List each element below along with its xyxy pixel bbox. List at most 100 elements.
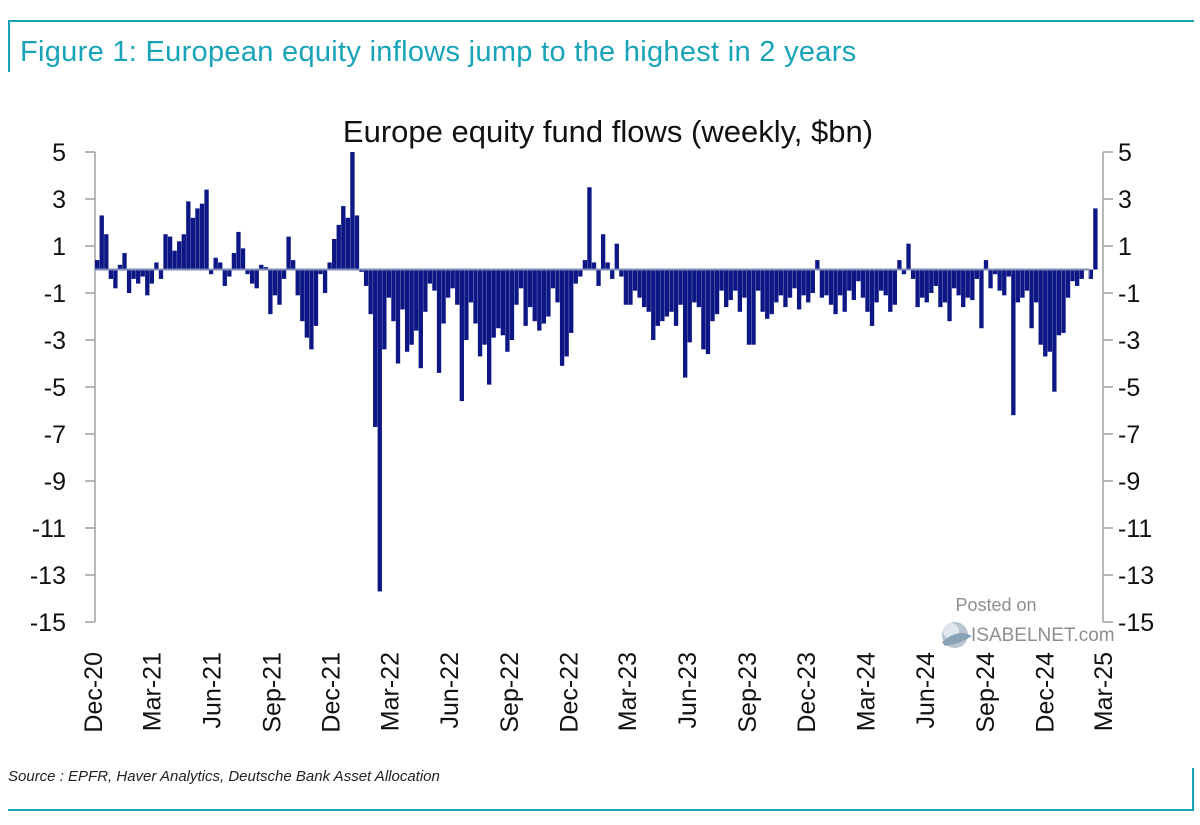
y-tick-label-left: -13 bbox=[30, 562, 66, 590]
bar bbox=[637, 269, 642, 298]
bar bbox=[683, 269, 688, 378]
bar bbox=[190, 217, 196, 270]
bar bbox=[578, 269, 583, 277]
bar bbox=[792, 269, 797, 289]
isabelnet-logo-icon bbox=[942, 622, 972, 648]
y-tick-label-left: -7 bbox=[44, 421, 66, 449]
bar bbox=[1020, 269, 1025, 298]
bar bbox=[774, 269, 779, 303]
bar bbox=[951, 269, 957, 289]
x-tick-label: Jun-24 bbox=[912, 652, 940, 729]
bar bbox=[710, 269, 715, 322]
bar bbox=[281, 269, 287, 279]
bar bbox=[765, 269, 770, 319]
y-tick-label-right: 3 bbox=[1118, 186, 1132, 214]
x-tick-label: Mar-21 bbox=[139, 652, 167, 731]
bar bbox=[464, 269, 469, 340]
x-tick-label: Jun-22 bbox=[436, 652, 464, 728]
bar bbox=[1079, 269, 1084, 279]
bar bbox=[860, 269, 866, 298]
bar bbox=[646, 269, 651, 312]
bar bbox=[395, 269, 401, 364]
bar bbox=[414, 269, 419, 331]
bar bbox=[573, 269, 578, 284]
bar bbox=[632, 269, 638, 291]
bar bbox=[436, 269, 442, 373]
bar bbox=[404, 269, 410, 352]
bar bbox=[1093, 208, 1098, 270]
bar bbox=[587, 187, 592, 270]
bar bbox=[906, 243, 911, 270]
bar bbox=[623, 269, 629, 305]
bar bbox=[760, 269, 765, 312]
y-tick-label-right: -13 bbox=[1118, 562, 1154, 590]
bar bbox=[810, 269, 815, 293]
bar bbox=[559, 269, 565, 366]
bar bbox=[1038, 269, 1043, 345]
bar bbox=[377, 269, 382, 592]
bar bbox=[610, 269, 615, 279]
bar bbox=[1011, 269, 1016, 416]
bar bbox=[701, 269, 706, 350]
frame-bottom-border bbox=[8, 809, 1194, 811]
bar bbox=[696, 269, 702, 308]
bar bbox=[518, 269, 524, 289]
bar bbox=[249, 269, 255, 284]
x-tick-label: Sep-21 bbox=[258, 652, 286, 733]
x-tick-label: Jun-23 bbox=[674, 652, 702, 728]
bar bbox=[692, 269, 697, 303]
y-tick-label-right: -5 bbox=[1118, 374, 1140, 402]
bar bbox=[373, 269, 378, 427]
bar bbox=[1047, 269, 1052, 352]
bar bbox=[970, 269, 975, 301]
bar bbox=[213, 257, 218, 270]
bar bbox=[318, 269, 323, 275]
bar bbox=[755, 269, 761, 291]
bar bbox=[300, 269, 305, 322]
bar bbox=[801, 269, 806, 296]
bar bbox=[455, 269, 460, 305]
bar bbox=[341, 206, 346, 270]
y-tick-label-right: -9 bbox=[1118, 468, 1140, 496]
y-tick-label-right: 5 bbox=[1118, 139, 1132, 167]
bar bbox=[304, 269, 310, 338]
bar bbox=[400, 269, 405, 310]
bar bbox=[487, 269, 492, 385]
bar bbox=[988, 269, 993, 289]
bar bbox=[1002, 269, 1007, 296]
watermark-brand: ISABELNET.com bbox=[971, 625, 1115, 646]
bar bbox=[350, 152, 355, 270]
bar bbox=[851, 269, 856, 301]
bar bbox=[847, 269, 852, 291]
x-tick-label: Mar-23 bbox=[614, 652, 642, 731]
bar bbox=[245, 269, 250, 275]
y-tick-label-right: -15 bbox=[1118, 609, 1154, 637]
bar bbox=[254, 269, 259, 289]
bar bbox=[336, 224, 341, 270]
bar bbox=[660, 269, 665, 322]
bar bbox=[286, 236, 291, 270]
bar bbox=[163, 234, 168, 270]
bar bbox=[208, 269, 214, 275]
bar bbox=[382, 269, 387, 350]
bar bbox=[272, 269, 278, 296]
bar bbox=[167, 236, 173, 270]
watermark: Posted on ISABELNET.com bbox=[942, 595, 1115, 648]
bar bbox=[368, 269, 373, 315]
bar bbox=[263, 267, 268, 270]
bar bbox=[783, 269, 788, 308]
bar bbox=[819, 269, 825, 298]
bar bbox=[828, 269, 834, 305]
y-tick-label-left: -1 bbox=[44, 280, 66, 308]
bar bbox=[95, 260, 100, 270]
frame-right-border bbox=[1192, 768, 1194, 809]
bar bbox=[1075, 269, 1080, 286]
bar bbox=[313, 269, 319, 326]
bar bbox=[199, 203, 205, 270]
bar bbox=[427, 269, 433, 284]
bar bbox=[856, 269, 861, 282]
bar bbox=[432, 269, 437, 291]
bar bbox=[910, 269, 916, 279]
bar bbox=[605, 262, 610, 270]
